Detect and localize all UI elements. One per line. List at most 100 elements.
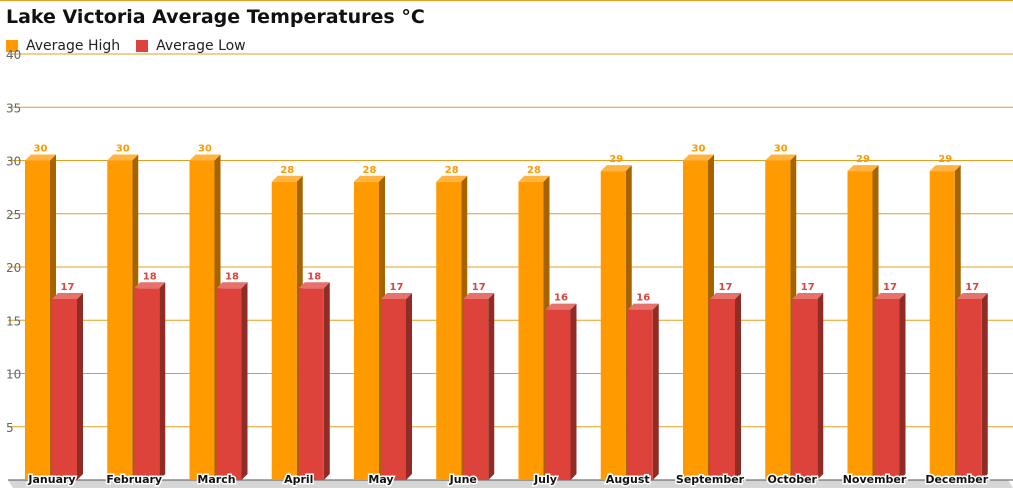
bar-low-side — [981, 292, 988, 480]
bar-low-value: 17 — [719, 282, 733, 293]
bar-low-value: 17 — [883, 282, 897, 293]
x-tick-label: April — [284, 473, 313, 486]
bar-low — [52, 298, 77, 480]
bar-high — [189, 160, 215, 480]
bar-low — [134, 288, 160, 480]
bar-low-value: 18 — [225, 271, 239, 282]
bar-low — [298, 288, 324, 480]
bar-high-top — [354, 175, 385, 182]
bar-low-side — [159, 282, 166, 480]
y-tick-label: 10 — [6, 368, 21, 382]
bar-low-top — [710, 292, 741, 299]
y-tick-label: 35 — [6, 101, 21, 115]
legend-swatch-high — [6, 40, 18, 52]
x-tick-label: January — [27, 473, 75, 486]
y-tick-label: 25 — [6, 208, 21, 222]
y-tick-label: 30 — [6, 155, 21, 169]
bar-low — [545, 309, 571, 480]
bar-low-side — [406, 292, 412, 480]
bar-low-value: 18 — [143, 271, 157, 282]
bar-high-value: 28 — [445, 165, 459, 176]
bar-high-top — [929, 165, 961, 172]
legend-item-high[interactable]: Average High — [6, 38, 120, 54]
bar-high — [436, 181, 462, 481]
bar-low-top — [545, 303, 577, 310]
bar-high-value: 28 — [363, 165, 377, 176]
bar-low — [463, 298, 489, 480]
bar-low-top — [298, 282, 330, 289]
bar-low-top — [134, 282, 166, 289]
y-tick-label: 15 — [6, 314, 21, 328]
bar-low — [627, 309, 653, 480]
bar-low-top — [52, 292, 83, 299]
bar-high-top — [189, 154, 221, 161]
bar-low-value: 17 — [801, 282, 815, 293]
bar-low-side — [899, 292, 906, 480]
bar-high-top — [107, 154, 139, 161]
bar-low-side — [77, 292, 83, 480]
bar-low — [956, 298, 982, 480]
bar-high-value: 29 — [609, 154, 623, 165]
bar-low-side — [241, 282, 248, 480]
y-tick-label: 40 — [6, 48, 21, 62]
x-tick-label: December — [925, 473, 988, 486]
bar-high — [929, 171, 955, 480]
bar-high-top — [436, 175, 468, 182]
bar-high-top — [847, 165, 879, 172]
bar-low-value: 17 — [472, 282, 486, 293]
bar-high-value: 30 — [116, 144, 130, 155]
bar-high — [847, 171, 873, 480]
x-tick-label: September — [676, 473, 745, 486]
y-tick-label: 5 — [6, 421, 14, 435]
bar-high-value: 28 — [280, 165, 294, 176]
bar-high-value: 29 — [938, 154, 952, 165]
bar-high-value: 28 — [527, 165, 541, 176]
bar-high-top — [600, 165, 632, 172]
bar-high-value: 30 — [774, 144, 788, 155]
x-tick-label: May — [368, 473, 393, 486]
bar-low — [710, 298, 735, 480]
x-tick-label: October — [768, 473, 818, 486]
bar-low-top — [627, 303, 659, 310]
x-tick-label: July — [533, 473, 557, 486]
bar-high-top — [25, 154, 56, 161]
legend: Average High Average Low — [6, 38, 262, 54]
bar-low-top — [381, 292, 412, 299]
bar-low — [381, 298, 406, 480]
bar-low-value: 16 — [554, 293, 568, 304]
bar-low-value: 18 — [307, 271, 321, 282]
chart-floor — [8, 480, 1013, 488]
x-tick-label: August — [606, 473, 650, 486]
bar-high — [107, 160, 133, 480]
bar-low-top — [463, 292, 495, 299]
bar-high-top — [683, 154, 714, 161]
bar-high-top — [518, 175, 550, 182]
chart-title: Lake Victoria Average Temperatures °C — [6, 6, 425, 28]
bar-high-top — [765, 154, 797, 161]
bar-low-top — [956, 292, 988, 299]
bar-low-value: 17 — [61, 282, 75, 293]
bar-high-value: 30 — [692, 144, 706, 155]
bar-high — [25, 160, 50, 480]
legend-label-low: Average Low — [156, 38, 246, 54]
bar-low-top — [792, 292, 824, 299]
bar-low — [216, 288, 242, 480]
bar-low — [874, 298, 900, 480]
bar-high — [683, 160, 708, 480]
bar-high — [765, 160, 791, 480]
bar-low-value: 16 — [636, 293, 650, 304]
bar-low-value: 17 — [390, 282, 404, 293]
bar-low — [792, 298, 818, 480]
legend-item-low[interactable]: Average Low — [136, 38, 246, 54]
bar-low-side — [570, 303, 577, 480]
bar-high-value: 30 — [34, 144, 48, 155]
x-tick-label: February — [106, 473, 162, 486]
bar-low-top — [216, 282, 248, 289]
bar-high — [271, 181, 297, 481]
bar-low-side — [735, 292, 741, 480]
x-tick-label: June — [449, 473, 477, 486]
bar-high-top — [271, 175, 303, 182]
bar-high — [600, 171, 626, 480]
bar-low-value: 17 — [965, 282, 979, 293]
